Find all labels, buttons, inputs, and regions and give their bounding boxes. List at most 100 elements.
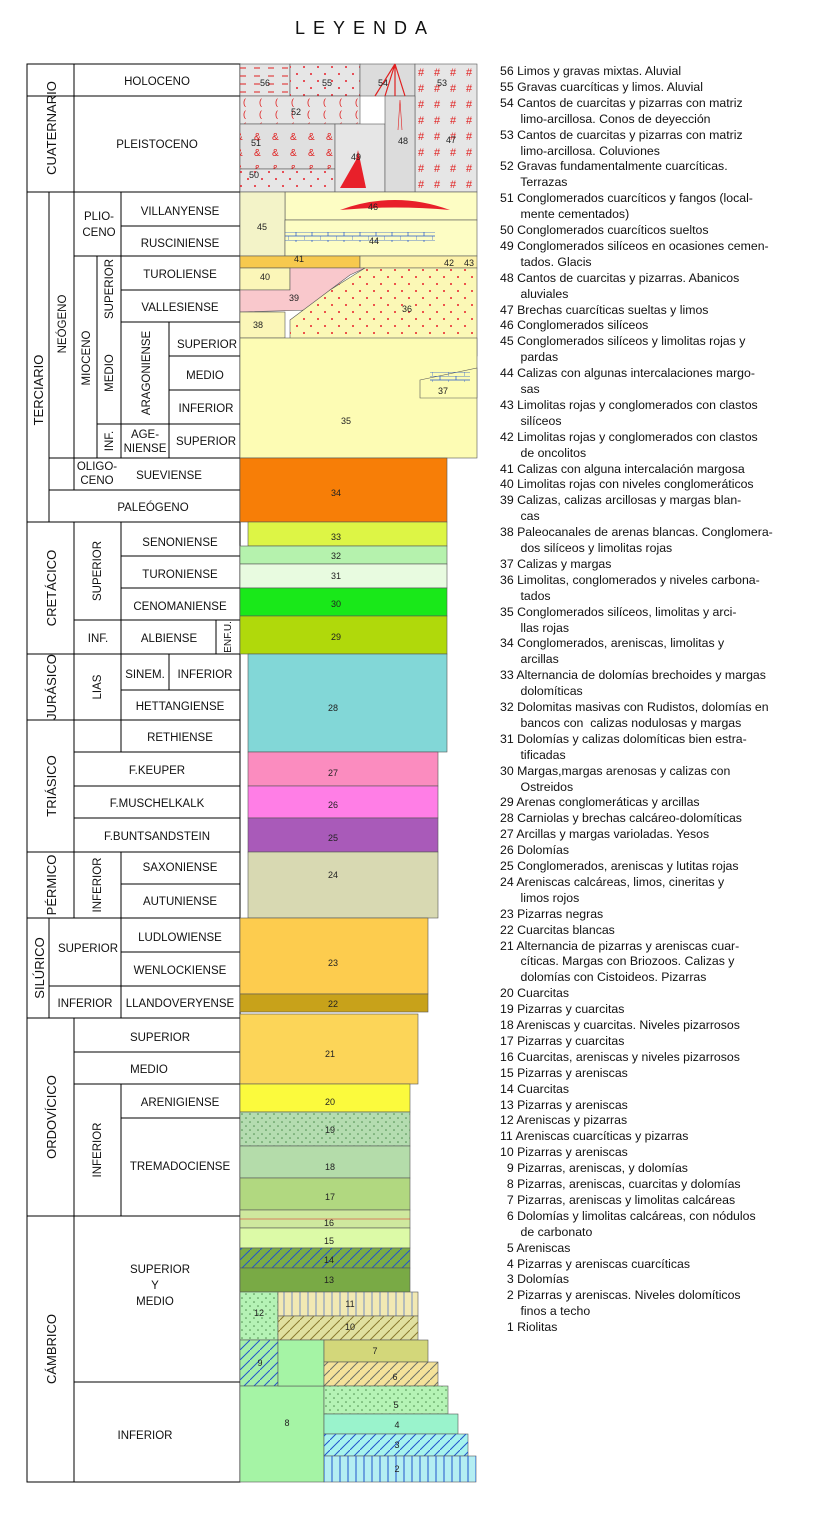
legend-item: 21 Alternancia de pizarras y areniscas c…: [500, 938, 740, 985]
stage-autuniense: AUTUNIENSE: [143, 896, 217, 908]
era-cambrico: CÁMBRICO: [44, 1314, 59, 1384]
sub-ord-superior: SUPERIOR: [130, 1032, 190, 1044]
unit-number-32: 32: [331, 551, 341, 561]
stage-age: AGE-: [131, 429, 159, 441]
unit-number-17: 17: [325, 1192, 335, 1202]
era-permico: PÉRMICO: [44, 855, 59, 916]
legend-item: 31 Dolomías y calizas dolomíticas bien e…: [500, 731, 747, 762]
legend-item: 27 Arcillas y margas varioladas. Yesos: [500, 827, 710, 842]
epoch-mioceno: MIOCENO: [81, 330, 93, 385]
unit-number-2: 2: [394, 1464, 399, 1474]
unit-number-12: 12: [254, 1308, 264, 1318]
unit-number-31: 31: [331, 571, 341, 581]
unit-number-16: 16: [324, 1218, 334, 1228]
unit-32: [239, 545, 448, 565]
legend-item: 32 Dolomitas masivas con Rudistos, dolom…: [500, 700, 769, 730]
unit-number-30: 30: [331, 599, 341, 609]
unit-number-11: 11: [345, 1299, 354, 1309]
unit-34: [239, 457, 448, 523]
sub-camb-medio: MEDIO: [136, 1296, 174, 1308]
unit-24: [247, 851, 439, 919]
legend-item: 5 Areniscas: [500, 1240, 571, 1255]
unit-26: [247, 785, 439, 819]
unit-number-51: 51: [251, 138, 261, 148]
unit-number-54: 54: [378, 78, 388, 88]
unit-number-6: 6: [392, 1372, 397, 1382]
unit-number-29: 29: [331, 632, 341, 642]
unit-number-21: 21: [325, 1049, 335, 1059]
legend-item: 33 Alternancia de dolomías brechoides y …: [500, 668, 766, 699]
unit-number-44: 44: [369, 236, 379, 246]
legend-item: 36 Limolitas, conglomerados y niveles ca…: [500, 572, 760, 603]
unit-number-8: 8: [284, 1418, 289, 1428]
sub-cret-inf: INF.: [88, 633, 108, 645]
legend-item: 37 Calizas y margas: [500, 556, 612, 571]
unit-number-7: 7: [372, 1346, 377, 1356]
legend-item: 8 Pizarras, areniscas, cuarcitas y dolom…: [500, 1177, 741, 1191]
unit-number-36: 36: [402, 304, 412, 314]
unit-29: [239, 615, 448, 655]
legend-item: 26 Dolomías: [500, 843, 570, 858]
legend-item: 7 Pizarras, areniscas y limolitas calcár…: [500, 1192, 736, 1207]
stage-sueviense: SUEVIENSE: [136, 470, 202, 482]
stage-buntsandstein: F.BUNTSANDSTEIN: [104, 831, 210, 843]
legend-item: 28 Carniolas y brechas calcáreo-dolomíti…: [500, 811, 742, 826]
unit-number-24: 24: [328, 870, 338, 880]
stage-vallesiense: VALLESIENSE: [141, 302, 218, 314]
sub-ord-medio: MEDIO: [130, 1064, 168, 1076]
unit-number-42: 42: [444, 258, 454, 268]
sub-neogeno: NEÓGENO: [56, 295, 69, 354]
unit-number-37: 37: [438, 386, 448, 396]
unit-number-53: 53: [437, 78, 447, 88]
stratigraphic-column: # & (: [26, 63, 478, 1483]
legend-item: 52 Gravas fundamentalmente cuarcíticas. …: [500, 159, 728, 190]
legend-item: 39 Calizas, calizas arcillosas y margas …: [500, 493, 742, 524]
unit-54: [359, 63, 416, 97]
subepoch-inf: INF.: [104, 431, 116, 451]
unit-4: [323, 1413, 459, 1435]
unit-21: [239, 1013, 419, 1085]
unit-number-3: 3: [394, 1440, 399, 1450]
stage-tremadociense: TREMADOCIENSE: [130, 1161, 231, 1173]
unit-number-10: 10: [345, 1322, 355, 1332]
unit-22: [239, 993, 429, 1013]
unit-48: [384, 95, 416, 193]
substage-superior-b: SUPERIOR: [176, 436, 236, 448]
legend-item: 2 Pizarras y areniscas. Niveles dolomíti…: [506, 1288, 741, 1319]
unit-number-23: 23: [328, 958, 338, 968]
stage-niense: NIENSE: [124, 443, 167, 455]
unit-number-50: 50: [249, 170, 259, 180]
sub-sil-inferior: INFERIOR: [58, 998, 113, 1010]
legend-item: 44 Calizas con algunas intercalaciones m…: [500, 366, 755, 396]
legend-item: 12 Areniscas y pizarras: [500, 1113, 628, 1128]
stage-pleistoceno: PLEISTOCENO: [116, 139, 198, 151]
stage-turoniense: TURONIENSE: [142, 569, 218, 581]
stage-senoniense: SENONIENSE: [142, 537, 218, 549]
unit-number-46: 46: [368, 202, 378, 212]
stage-saxoniense: SAXONIENSE: [143, 862, 218, 874]
legend-item: 38 Paleocanales de arenas blancas. Congl…: [500, 525, 773, 555]
unit-39: [239, 267, 366, 313]
legend-item: 19 Pizarras y cuarcitas: [500, 1002, 625, 1017]
legend-item: 45 Conglomerados silíceos y limolitas ro…: [500, 334, 746, 365]
stage-albiense: ALBIENSE: [141, 633, 198, 645]
unit-number-39: 39: [289, 293, 299, 303]
unit-number-13: 13: [324, 1275, 334, 1285]
unit-number-35: 35: [341, 416, 351, 426]
epoch-oligo: OLIGO-: [77, 461, 117, 473]
unit-number-48: 48: [398, 136, 408, 146]
unit-number-22: 22: [328, 999, 338, 1009]
unit-number-43: 43: [464, 258, 474, 268]
legend-item: 3 Dolomías: [500, 1272, 570, 1287]
legend-item: 6 Dolomías y limolitas calcáreas, con nó…: [506, 1208, 756, 1239]
legend-item: 53 Cantos de cuarcitas y pizarras con ma…: [500, 127, 743, 158]
unit-13: [239, 1267, 411, 1293]
unit-number-4: 4: [394, 1420, 399, 1430]
legend-item: 54 Cantos de cuarcitas y pizarras con ma…: [500, 95, 743, 126]
unit-number-27: 27: [328, 768, 338, 778]
legend-item: 40 Limolitas rojas con niveles conglomer…: [500, 477, 754, 492]
legend-item: 18 Areniscas y cuarcitas. Niveles pizarr…: [500, 1018, 740, 1032]
legend-item: 17 Pizarras y cuarcitas: [500, 1033, 625, 1048]
era-triasico: TRIÁSICO: [44, 755, 59, 816]
legend-item: 1 Riolitas: [500, 1320, 558, 1335]
